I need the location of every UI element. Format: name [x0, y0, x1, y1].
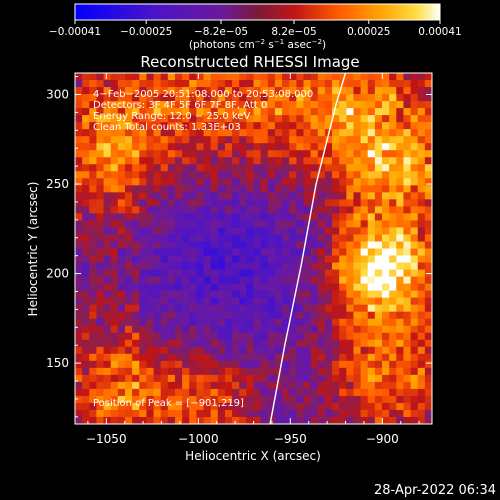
- y-tick-label: 250: [46, 177, 69, 191]
- solar-limb-curve: [269, 73, 347, 424]
- energy-range-label: Energy Range: 12.0 − 25.0 keV: [93, 111, 250, 122]
- colorbar: −0.00041 −0.00025 −8.2e−05 8.2e−05 0.00025 0.…: [49, 3, 462, 51]
- x-tick-label: −1000: [178, 432, 219, 446]
- colorbar-tick-label: −8.2e−05: [194, 26, 248, 38]
- peak-position-label: Position of Peak = [−901,219]: [93, 398, 244, 409]
- y-axis: 150 200 250 300: [46, 76, 432, 418]
- y-tick-label: 200: [46, 267, 69, 281]
- x-tick-label: −950: [274, 432, 307, 446]
- colorbar-tick-label: −0.00025: [120, 26, 172, 38]
- colorbar-tick-label: 0.00025: [347, 26, 390, 38]
- x-axis: −1050 −1000 −950 −900: [86, 73, 420, 446]
- time-range-label: 4−Feb−2005 20:51:08.000 to 20:53:08.000: [93, 89, 313, 100]
- observation-info: 4−Feb−2005 20:51:08.000 to 20:53:08.000 …: [93, 89, 313, 133]
- colorbar-unit: (photons cm−2 s−1 asec−2): [189, 38, 326, 51]
- y-axis-label: Heliocentric Y (arcsec): [26, 182, 40, 317]
- x-axis-label: Heliocentric X (arcsec): [185, 449, 321, 463]
- heatmap-image: [75, 73, 432, 424]
- x-tick-label: −1050: [86, 432, 127, 446]
- colorbar-tick-label: 0.00041: [418, 26, 461, 38]
- y-tick-label: 300: [46, 87, 69, 101]
- y-tick-label: 150: [46, 356, 69, 370]
- colorbar-gradient: [74, 3, 441, 21]
- x-tick-label: −900: [366, 432, 399, 446]
- footer-timestamp: 28-Apr-2022 06:34: [374, 483, 496, 498]
- colorbar-tick-label: 8.2e−05: [271, 26, 316, 38]
- chart-title: Reconstructed RHESSI Image: [140, 53, 359, 71]
- colorbar-tick-label: −0.00041: [49, 26, 101, 38]
- counts-label: Clean Total counts: 1.33E+03: [93, 122, 241, 133]
- detectors-label: Detectors: 3F 4F 5F 6F 7F 8F, Att 0: [93, 100, 267, 111]
- colorbar-ticks: −0.00041 −0.00025 −8.2e−05 8.2e−05 0.00025 0.…: [49, 20, 462, 38]
